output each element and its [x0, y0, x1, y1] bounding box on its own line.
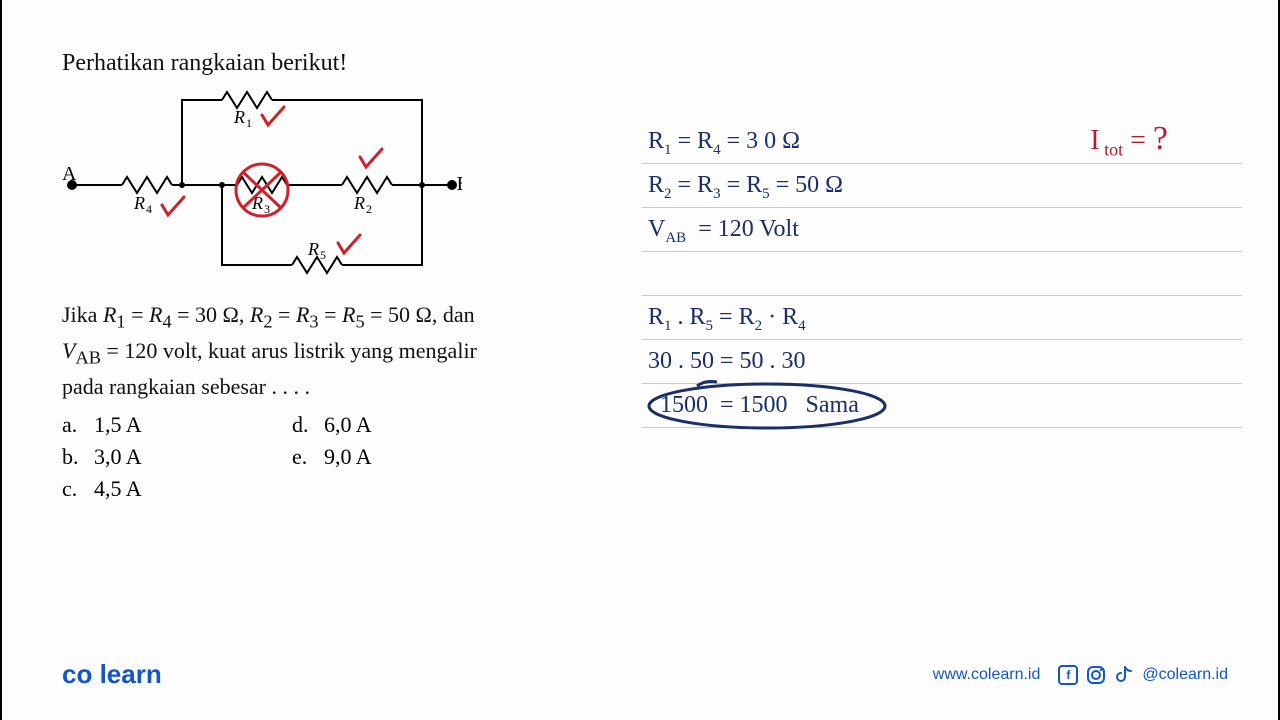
svg-text:R: R [353, 193, 365, 213]
option-d: 6,0 A [324, 412, 372, 437]
svg-text:4: 4 [146, 202, 152, 216]
problem-statement: Jika R1 = R4 = 30 Ω, R2 = R3 = R5 = 50 Ω… [62, 299, 602, 403]
brand-logo: co learn [62, 659, 162, 690]
handwritten-solution: R1 = R4 = 3 0 Ω R2 = R3 = R5 = 50 Ω VAB … [642, 120, 1242, 428]
option-a: 1,5 A [94, 412, 142, 437]
page-title: Perhatikan rangkaian berikut! [62, 50, 602, 77]
svg-text:R: R [233, 107, 245, 127]
social-icons: f @colearn.id [1058, 665, 1228, 685]
svg-text:1: 1 [246, 116, 252, 130]
hw-line-7: 1500 = 1500 Sama [642, 384, 1242, 428]
hw-line-5: R1 . R5 = R2 · R4 [642, 296, 1242, 340]
option-b: 3,0 A [94, 444, 142, 469]
hw-line-1: R1 = R4 = 3 0 Ω [642, 120, 1242, 164]
svg-text:2: 2 [366, 202, 372, 216]
svg-text:A: A [62, 163, 77, 185]
answer-options: a.1,5 A d.6,0 A b.3,0 A e.9,0 A c.4,5 A [62, 409, 602, 505]
option-e: 9,0 A [324, 444, 372, 469]
footer-url: www.colearn.id [933, 666, 1041, 684]
svg-text:5: 5 [320, 248, 326, 262]
facebook-icon: f [1058, 665, 1078, 685]
option-c: 4,5 A [94, 476, 142, 501]
tiktok-icon [1114, 665, 1134, 685]
svg-text:B: B [457, 173, 462, 195]
circuit-diagram: A B R 1 R 4 R 3 R 2 [62, 85, 462, 285]
instagram-icon [1086, 665, 1106, 685]
svg-text:R: R [133, 193, 145, 213]
hw-line-6: 30 . 50 = 50 . 30 [642, 340, 1242, 384]
hw-line-2: R2 = R3 = R5 = 50 Ω [642, 164, 1242, 208]
svg-text:R: R [307, 239, 319, 259]
footer-handle: @colearn.id [1142, 666, 1228, 684]
hw-line-3: VAB = 120 Volt [642, 208, 1242, 252]
hw-line-4 [642, 252, 1242, 296]
